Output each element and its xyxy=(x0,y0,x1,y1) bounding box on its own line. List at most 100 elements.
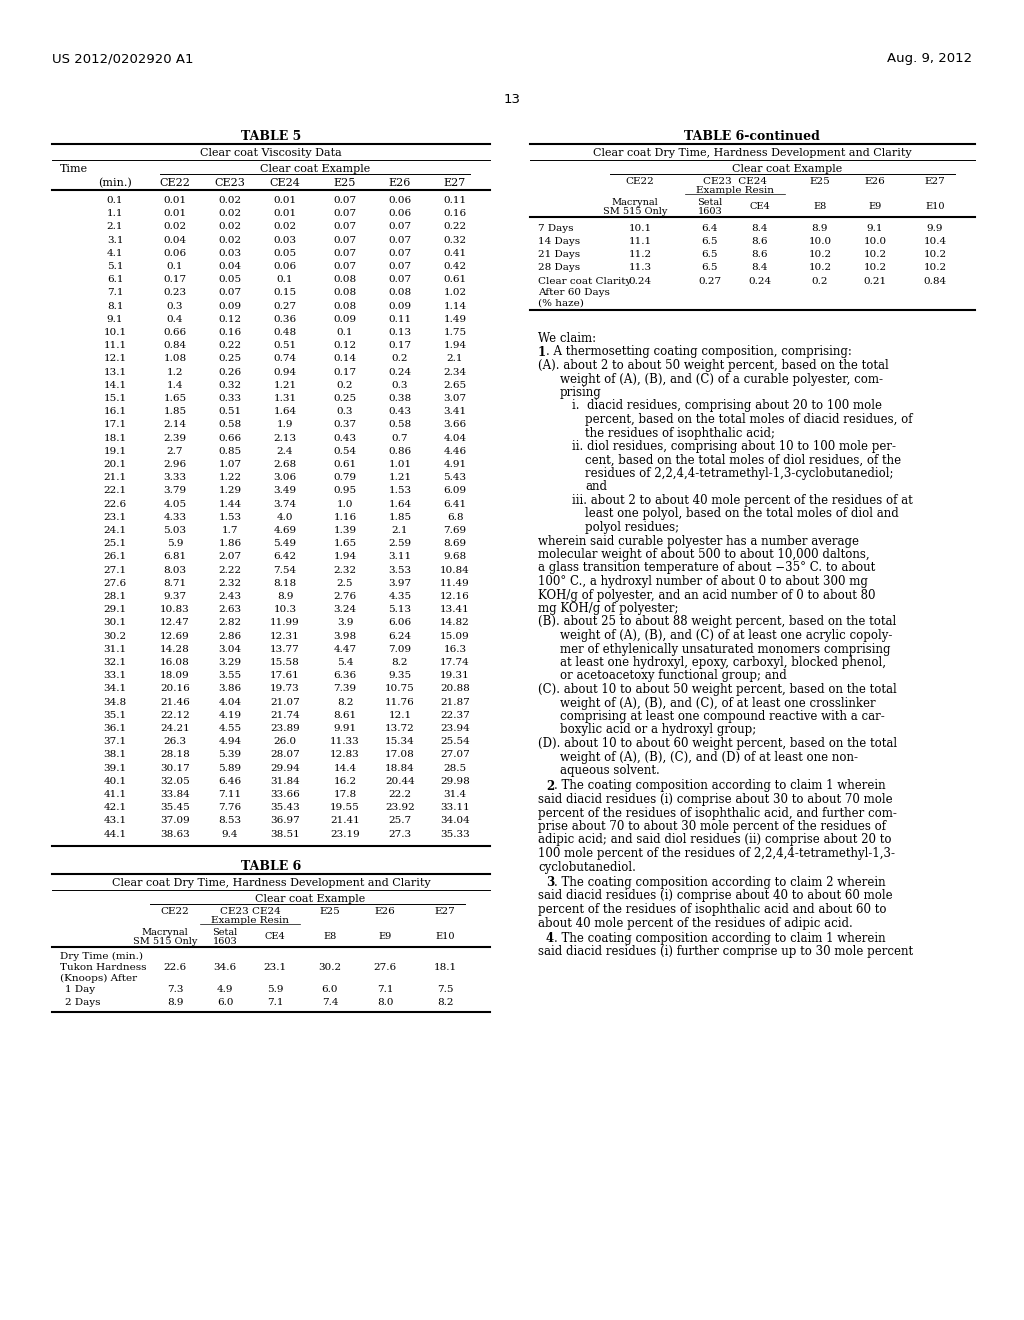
Text: 4.46: 4.46 xyxy=(443,446,467,455)
Text: 3.55: 3.55 xyxy=(218,671,242,680)
Text: 34.8: 34.8 xyxy=(103,697,127,706)
Text: 23.92: 23.92 xyxy=(385,803,415,812)
Text: 8.9: 8.9 xyxy=(167,998,183,1007)
Text: 15.34: 15.34 xyxy=(385,737,415,746)
Text: adipic acid; and said diol residues (ii) comprise about 20 to: adipic acid; and said diol residues (ii)… xyxy=(538,833,892,846)
Text: E27: E27 xyxy=(443,178,466,187)
Text: 4.19: 4.19 xyxy=(218,710,242,719)
Text: 8.18: 8.18 xyxy=(273,578,297,587)
Text: 16.2: 16.2 xyxy=(334,776,356,785)
Text: 32.05: 32.05 xyxy=(160,776,189,785)
Text: 3.29: 3.29 xyxy=(218,657,242,667)
Text: 8.71: 8.71 xyxy=(164,578,186,587)
Text: 0.07: 0.07 xyxy=(388,275,412,284)
Text: 27.6: 27.6 xyxy=(374,962,396,972)
Text: polyol residues;: polyol residues; xyxy=(585,521,679,535)
Text: 26.0: 26.0 xyxy=(273,737,297,746)
Text: Clear coat Example: Clear coat Example xyxy=(732,164,843,174)
Text: 29.1: 29.1 xyxy=(103,605,127,614)
Text: TABLE 6-continued: TABLE 6-continued xyxy=(684,129,820,143)
Text: 11.49: 11.49 xyxy=(440,578,470,587)
Text: E26: E26 xyxy=(375,907,395,916)
Text: 6.8: 6.8 xyxy=(446,512,463,521)
Text: cyclobutanediol.: cyclobutanediol. xyxy=(538,861,636,874)
Text: E25: E25 xyxy=(334,178,356,187)
Text: 37.09: 37.09 xyxy=(160,816,189,825)
Text: 0.06: 0.06 xyxy=(388,195,412,205)
Text: 7.4: 7.4 xyxy=(322,998,338,1007)
Text: 7.3: 7.3 xyxy=(167,985,183,994)
Text: 26.3: 26.3 xyxy=(164,737,186,746)
Text: 8.1: 8.1 xyxy=(106,301,123,310)
Text: ii. diol residues, comprising about 10 to 100 mole per-: ii. diol residues, comprising about 10 t… xyxy=(572,440,896,453)
Text: 38.51: 38.51 xyxy=(270,829,300,838)
Text: 13: 13 xyxy=(504,92,520,106)
Text: 35.43: 35.43 xyxy=(270,803,300,812)
Text: 3.07: 3.07 xyxy=(443,393,467,403)
Text: 0.25: 0.25 xyxy=(334,393,356,403)
Text: 21.46: 21.46 xyxy=(160,697,189,706)
Text: 17.1: 17.1 xyxy=(103,420,127,429)
Text: 0.15: 0.15 xyxy=(273,288,297,297)
Text: 0.33: 0.33 xyxy=(218,393,242,403)
Text: 32.1: 32.1 xyxy=(103,657,127,667)
Text: 0.3: 0.3 xyxy=(167,301,183,310)
Text: 8.6: 8.6 xyxy=(752,249,768,259)
Text: 0.3: 0.3 xyxy=(392,380,409,389)
Text: 3.97: 3.97 xyxy=(388,578,412,587)
Text: 2.68: 2.68 xyxy=(273,459,297,469)
Text: Dry Time (min.): Dry Time (min.) xyxy=(60,952,143,961)
Text: 3.79: 3.79 xyxy=(164,486,186,495)
Text: 1603: 1603 xyxy=(697,207,722,216)
Text: said diacid residues (i) further comprise up to 30 mole percent: said diacid residues (i) further compris… xyxy=(538,945,913,958)
Text: CE24: CE24 xyxy=(269,178,300,187)
Text: 6.24: 6.24 xyxy=(388,631,412,640)
Text: 8.9: 8.9 xyxy=(812,224,828,234)
Text: Clear coat Example: Clear coat Example xyxy=(260,164,370,174)
Text: 6.06: 6.06 xyxy=(388,618,412,627)
Text: weight of (A), (B), and (C), of at least one crosslinker: weight of (A), (B), and (C), of at least… xyxy=(560,697,876,710)
Text: 8.4: 8.4 xyxy=(752,263,768,272)
Text: 1.65: 1.65 xyxy=(334,539,356,548)
Text: 0.07: 0.07 xyxy=(218,288,242,297)
Text: 100° C., a hydroxyl number of about 0 to about 300 mg: 100° C., a hydroxyl number of about 0 to… xyxy=(538,576,868,587)
Text: 18.1: 18.1 xyxy=(433,962,457,972)
Text: 6.0: 6.0 xyxy=(322,985,338,994)
Text: 10.4: 10.4 xyxy=(924,238,946,246)
Text: 0.54: 0.54 xyxy=(334,446,356,455)
Text: 10.2: 10.2 xyxy=(808,263,831,272)
Text: 9.35: 9.35 xyxy=(388,671,412,680)
Text: 0.07: 0.07 xyxy=(388,235,412,244)
Text: 14 Days: 14 Days xyxy=(538,238,581,246)
Text: 0.07: 0.07 xyxy=(388,222,412,231)
Text: 41.1: 41.1 xyxy=(103,789,127,799)
Text: boxylic acid or a hydroxyl group;: boxylic acid or a hydroxyl group; xyxy=(560,723,757,737)
Text: 3.98: 3.98 xyxy=(334,631,356,640)
Text: (D). about 10 to about 60 weight percent, based on the total: (D). about 10 to about 60 weight percent… xyxy=(538,737,897,750)
Text: 8.2: 8.2 xyxy=(437,998,454,1007)
Text: 16.08: 16.08 xyxy=(160,657,189,667)
Text: percent of the residues of isophthalic acid and about 60 to: percent of the residues of isophthalic a… xyxy=(538,903,887,916)
Text: 10.0: 10.0 xyxy=(808,238,831,246)
Text: 21.1: 21.1 xyxy=(103,473,127,482)
Text: 0.2: 0.2 xyxy=(812,277,828,286)
Text: 1.4: 1.4 xyxy=(167,380,183,389)
Text: the residues of isophthalic acid;: the residues of isophthalic acid; xyxy=(585,426,775,440)
Text: 0.43: 0.43 xyxy=(334,433,356,442)
Text: 10.0: 10.0 xyxy=(863,238,887,246)
Text: 0.37: 0.37 xyxy=(334,420,356,429)
Text: 9.1: 9.1 xyxy=(106,314,123,323)
Text: Aug. 9, 2012: Aug. 9, 2012 xyxy=(887,51,972,65)
Text: Clear coat Clarity: Clear coat Clarity xyxy=(538,277,632,286)
Text: 26.1: 26.1 xyxy=(103,552,127,561)
Text: 2.32: 2.32 xyxy=(334,565,356,574)
Text: 0.94: 0.94 xyxy=(273,367,297,376)
Text: 3.74: 3.74 xyxy=(273,499,297,508)
Text: 20.1: 20.1 xyxy=(103,459,127,469)
Text: 7.1: 7.1 xyxy=(266,998,284,1007)
Text: 10.1: 10.1 xyxy=(629,224,651,234)
Text: 40.1: 40.1 xyxy=(103,776,127,785)
Text: 4.94: 4.94 xyxy=(218,737,242,746)
Text: 0.3: 0.3 xyxy=(337,407,353,416)
Text: aqueous solvent.: aqueous solvent. xyxy=(560,764,659,777)
